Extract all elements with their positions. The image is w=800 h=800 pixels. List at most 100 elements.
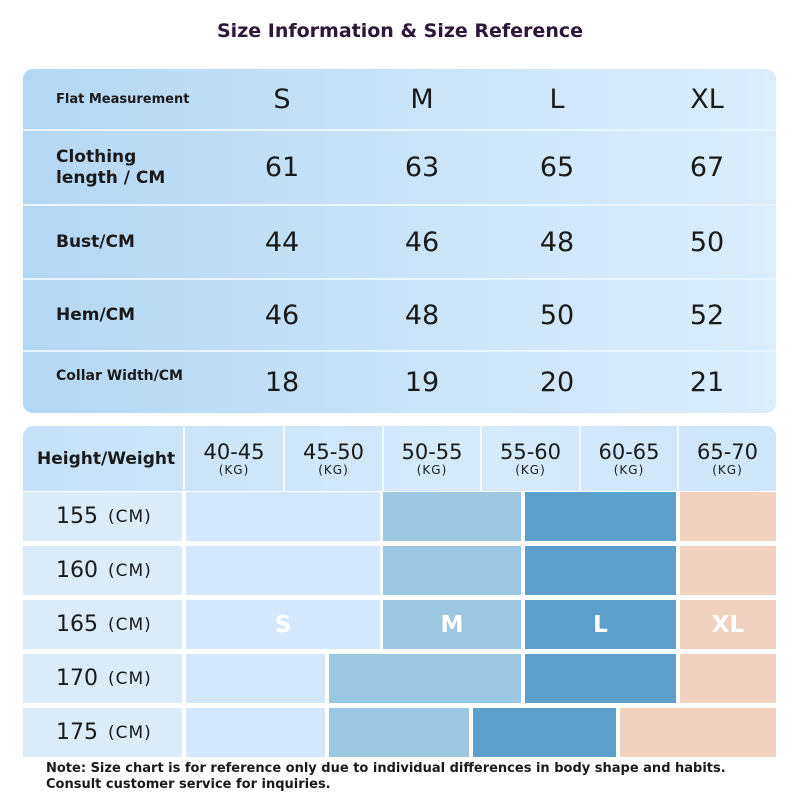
cell-value: 46: [404, 226, 440, 258]
cell-value: 67: [689, 152, 725, 183]
height-unit: (CM): [108, 560, 152, 581]
cell-value: 65: [539, 152, 575, 183]
size-header-xl: XL: [690, 83, 724, 115]
row-divider: [23, 350, 776, 352]
cell-value: 61: [264, 152, 300, 183]
size-block-l: [525, 600, 676, 649]
weight-unit: (KG): [613, 462, 645, 477]
cell-value: 46: [264, 299, 300, 331]
row-label-line: length / CM: [56, 167, 166, 188]
height-unit: (CM): [108, 614, 152, 635]
size-block-l: [525, 492, 676, 541]
size-block-xl: [680, 600, 776, 649]
size-block-l: [525, 654, 676, 703]
size-block-xl: [680, 492, 776, 541]
row-divider: [23, 278, 776, 280]
size-block-xl: [620, 708, 776, 757]
size-block-m: [329, 708, 469, 757]
height-value: 160: [56, 558, 98, 583]
cell-value: 18: [264, 367, 300, 398]
weight-column-header: 50-55 (KG): [384, 426, 480, 491]
flat-measurement-table: Flat Measurement S M L XL Clothing lengt…: [23, 69, 776, 413]
weight-unit: (KG): [712, 462, 743, 477]
row-label-hem: Hem/CM: [56, 304, 136, 325]
size-block-xl: [680, 654, 776, 703]
cell-value: 21: [689, 367, 725, 398]
size-block-m: [383, 600, 521, 649]
column-divider: [283, 426, 285, 491]
footnote: Note: Size chart is for reference only d…: [46, 761, 726, 792]
size-block-l: [473, 708, 616, 757]
weight-unit: (KG): [218, 462, 250, 477]
size-block-s: [186, 600, 380, 649]
page-title: Size Information & Size Reference: [217, 20, 583, 42]
size-block-m: [329, 654, 521, 703]
size-block-l: [525, 546, 676, 595]
size-label-s: S: [274, 611, 292, 638]
height-row-label: 165 (CM): [23, 600, 182, 649]
height-value: 175: [56, 720, 98, 745]
column-divider: [382, 426, 384, 491]
weight-unit: (KG): [318, 462, 349, 477]
size-block-s: [186, 708, 325, 757]
measurement-row-collar: Collar Width/CM 18 19 20 21: [23, 352, 776, 413]
weight-range: 60-65: [598, 439, 660, 464]
size-block-m: [383, 546, 521, 595]
row-divider: [23, 204, 776, 206]
size-block-xl: [680, 546, 776, 595]
height-value: 170: [56, 666, 98, 691]
column-divider: [480, 426, 482, 491]
height-unit: (CM): [108, 668, 152, 689]
measurement-row-bust: Bust/CM 44 46 48 50: [23, 206, 776, 278]
size-label-l: L: [593, 611, 608, 638]
weight-range: 55-60: [499, 439, 562, 464]
flat-measurement-label: Flat Measurement: [56, 91, 190, 107]
weight-column-header: 65-70 (KG): [679, 426, 776, 491]
column-divider: [677, 426, 679, 491]
size-block-s: [186, 492, 380, 541]
cell-value: 20: [539, 367, 575, 398]
cell-value: 50: [689, 226, 725, 258]
height-row-label: 160 (CM): [23, 546, 182, 595]
row-label-clothing-length: Clothing length / CM: [56, 131, 165, 204]
height-row-label: 175 (CM): [23, 708, 182, 757]
size-header-l: L: [549, 83, 565, 115]
weight-column-header: 45-50 (KG): [285, 426, 382, 491]
weight-range: 50-55: [401, 439, 463, 464]
weight-unit: (KG): [416, 462, 448, 477]
size-block-s: [186, 546, 380, 595]
size-label-xl: XL: [711, 611, 745, 638]
height-unit: (CM): [108, 506, 152, 527]
weight-range: 65-70: [696, 439, 759, 464]
size-block-m: [383, 492, 521, 541]
cell-value: 52: [689, 299, 725, 331]
measurement-row-length: Clothing length / CM 61 63 65 67: [23, 131, 776, 204]
weight-range: 40-45: [203, 439, 265, 464]
height-row-label: 155 (CM): [23, 492, 182, 541]
row-label-line: Clothing: [56, 146, 137, 167]
height-weight-label: Height/Weight: [37, 448, 176, 469]
size-block-s: [186, 654, 325, 703]
row-label-collar-width: Collar Width/CM: [56, 368, 183, 384]
weight-column-header: 55-60 (KG): [482, 426, 579, 491]
row-label-bust: Bust/CM: [56, 231, 135, 252]
height-unit: (CM): [108, 722, 152, 743]
size-header-m: M: [410, 83, 434, 115]
cell-value: 48: [539, 226, 575, 258]
measurement-header-row: Flat Measurement S M L XL: [23, 69, 776, 129]
height-value: 155: [56, 504, 98, 529]
cell-value: 44: [264, 226, 300, 258]
measurement-row-hem: Hem/CM 46 48 50 52: [23, 280, 776, 350]
weight-column-header: 40-45 (KG): [185, 426, 283, 491]
cell-value: 48: [404, 299, 440, 331]
reference-header-row: Height/Weight 40-45 (KG) 45-50 (KG) 50-5…: [23, 426, 776, 491]
weight-range: 45-50: [302, 439, 365, 464]
size-header-s: S: [273, 83, 291, 115]
cell-value: 63: [404, 152, 440, 183]
column-divider: [579, 426, 581, 491]
column-divider: [183, 426, 185, 491]
weight-unit: (KG): [515, 462, 546, 477]
cell-value: 19: [404, 367, 440, 398]
height-value: 165: [56, 612, 98, 637]
size-label-m: M: [440, 611, 464, 638]
